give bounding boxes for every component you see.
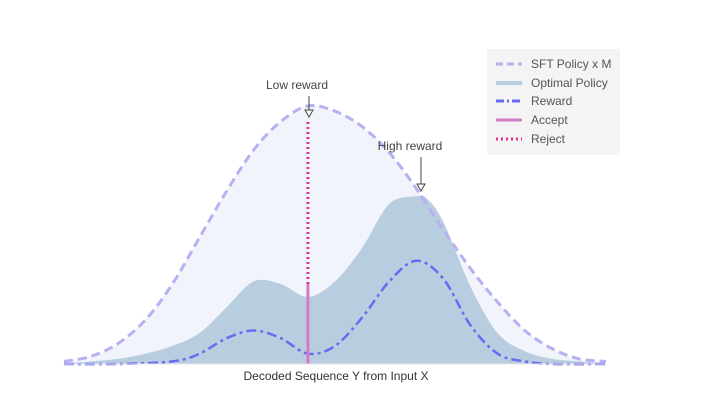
high-reward-annotation: High reward bbox=[378, 139, 443, 193]
high-reward-arrow-head bbox=[416, 183, 426, 193]
sft-policy-line bbox=[63, 104, 607, 363]
low-reward-arrow-head bbox=[304, 109, 314, 119]
legend-label-optimal-policy: Optimal Policy bbox=[531, 76, 608, 90]
plot-area bbox=[63, 104, 607, 366]
legend-label-accept: Accept bbox=[531, 113, 568, 127]
legend-label-sft-policy: SFT Policy x M bbox=[531, 57, 611, 71]
legend-label-reject: Reject bbox=[531, 132, 566, 146]
legend: SFT Policy x M Optimal Policy Reward Acc… bbox=[487, 49, 620, 155]
legend-label-reward: Reward bbox=[531, 94, 572, 108]
high-reward-label: High reward bbox=[378, 139, 443, 153]
low-reward-label: Low reward bbox=[266, 78, 328, 92]
low-reward-annotation: Low reward bbox=[266, 78, 328, 119]
reward-line bbox=[63, 259, 607, 366]
optimal-policy-area bbox=[64, 195, 606, 364]
legend-box bbox=[487, 49, 620, 155]
x-axis-label: Decoded Sequence Y from Input X bbox=[243, 369, 428, 383]
